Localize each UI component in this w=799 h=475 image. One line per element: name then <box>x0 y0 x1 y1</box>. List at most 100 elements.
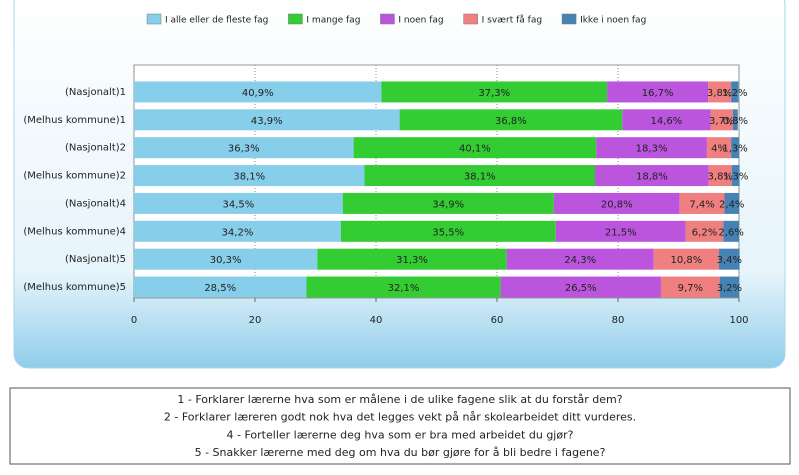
value-label: 10,8% <box>670 255 702 266</box>
notes: 1 - Forklarer lærerne hva som er målene … <box>164 393 636 459</box>
y-tick-label: (Melhus kommune)1 <box>23 115 126 126</box>
bar-segment <box>732 109 738 131</box>
bar-segment <box>719 276 739 298</box>
value-label: 2,4% <box>719 199 744 210</box>
value-label: 40,9% <box>242 88 274 99</box>
note: 1 - Forklarer lærerne hva som er målene … <box>177 393 622 406</box>
bar-segment <box>731 165 740 187</box>
y-tick-label: (Nasjonalt)5 <box>65 254 126 265</box>
legend-label: I svært få fag <box>482 15 542 26</box>
value-label: 3,2% <box>717 283 742 294</box>
value-label: 37,3% <box>478 88 510 99</box>
value-label: 36,3% <box>228 144 260 155</box>
legend-swatch <box>463 13 478 25</box>
y-tick-label: (Melhus kommune)4 <box>23 226 126 237</box>
bar-segment <box>134 137 354 159</box>
value-label: 18,8% <box>636 172 668 183</box>
bar-segment <box>719 248 740 270</box>
y-tick-label: (Nasjonalt)1 <box>65 87 126 98</box>
value-label: 32,1% <box>388 283 420 294</box>
bar-segment <box>306 276 501 298</box>
x-tick-label: 60 <box>491 315 504 326</box>
legend-swatch <box>288 13 303 25</box>
note: 4 - Forteller lærerne deg hva som er bra… <box>227 428 574 441</box>
value-label: 3,8% <box>708 172 733 183</box>
value-label: 35,5% <box>432 227 464 238</box>
x-tick-label: 100 <box>729 315 748 326</box>
legend-label: Ikke i noen fag <box>580 16 646 26</box>
value-label: 31,3% <box>396 255 428 266</box>
value-label: 4% <box>711 144 727 155</box>
value-label: 3,8% <box>707 88 732 99</box>
x-tick-label: 20 <box>249 315 262 326</box>
value-label: 16,7% <box>642 88 674 99</box>
value-label: 34,5% <box>222 199 254 210</box>
bar-segment <box>399 109 623 131</box>
legend-label: I alle eller de fleste fag <box>165 16 268 26</box>
value-label: 6,2% <box>692 227 717 238</box>
value-label: 34,9% <box>432 199 464 210</box>
value-label: 34,2% <box>222 227 254 238</box>
bar-segment <box>381 81 608 103</box>
x-tick-label: 40 <box>370 315 383 326</box>
value-label: 1,2% <box>722 88 747 99</box>
bar-segment <box>555 220 686 242</box>
value-label: 21,5% <box>605 227 637 238</box>
y-tick-label: (Nasjonalt)4 <box>65 198 126 209</box>
bar-segment <box>679 192 725 214</box>
bar-segment <box>622 109 711 131</box>
value-label: 2,6% <box>718 227 743 238</box>
bar-segment <box>134 248 318 270</box>
value-label: 43,9% <box>251 116 283 127</box>
note: 5 - Snakker lærerne med deg om hva du bø… <box>195 446 606 459</box>
value-label: 20,8% <box>601 199 633 210</box>
legend-label: I noen fag <box>398 16 443 26</box>
bar-segment <box>710 109 733 131</box>
value-label: 0,8% <box>723 116 748 127</box>
value-label: 9,7% <box>678 283 703 294</box>
value-label: 1,3% <box>722 144 747 155</box>
bar-segment <box>653 248 720 270</box>
value-label: 38,1% <box>464 172 496 183</box>
bar-segment <box>607 81 709 103</box>
bar-segment <box>134 165 365 187</box>
value-label: 28,5% <box>204 283 236 294</box>
value-label: 36,8% <box>495 116 527 127</box>
bar-segment <box>553 192 680 214</box>
bar-segment <box>685 220 724 242</box>
value-label: 7,4% <box>689 199 714 210</box>
y-tick-label: (Nasjonalt)2 <box>65 143 126 154</box>
bar-segment <box>342 192 554 214</box>
value-label: 38,1% <box>233 172 265 183</box>
value-label: 30,3% <box>210 255 242 266</box>
bar-segment <box>134 109 400 131</box>
legend-swatch <box>146 13 162 25</box>
value-label: 1,3% <box>723 172 748 183</box>
value-label: 40,1% <box>459 144 491 155</box>
x-tick-label: 0 <box>131 315 137 326</box>
x-tick-label: 80 <box>612 315 625 326</box>
notes-box <box>9 387 791 465</box>
bar-segment <box>731 81 739 103</box>
bar-segment <box>134 276 307 298</box>
bar-segment <box>596 137 707 159</box>
bar-segment <box>353 137 597 159</box>
bar-segment <box>506 248 654 270</box>
y-tick-label: (Melhus kommune)2 <box>23 171 126 182</box>
bar-segment <box>134 220 341 242</box>
bar-segment <box>317 248 507 270</box>
bar-segment <box>724 192 739 214</box>
value-label: 24,3% <box>564 255 596 266</box>
legend-swatch <box>380 13 395 25</box>
bar-segment <box>134 81 382 103</box>
value-label: 3,4% <box>717 255 742 266</box>
legend-swatch <box>561 13 577 25</box>
value-label: 3,7% <box>709 116 734 127</box>
bar-segment <box>364 165 596 187</box>
bar-segment <box>706 137 732 159</box>
bar-segment <box>708 165 732 187</box>
note: 2 - Forklarer læreren godt nok hva det l… <box>164 411 636 424</box>
bar-segment <box>723 220 739 242</box>
